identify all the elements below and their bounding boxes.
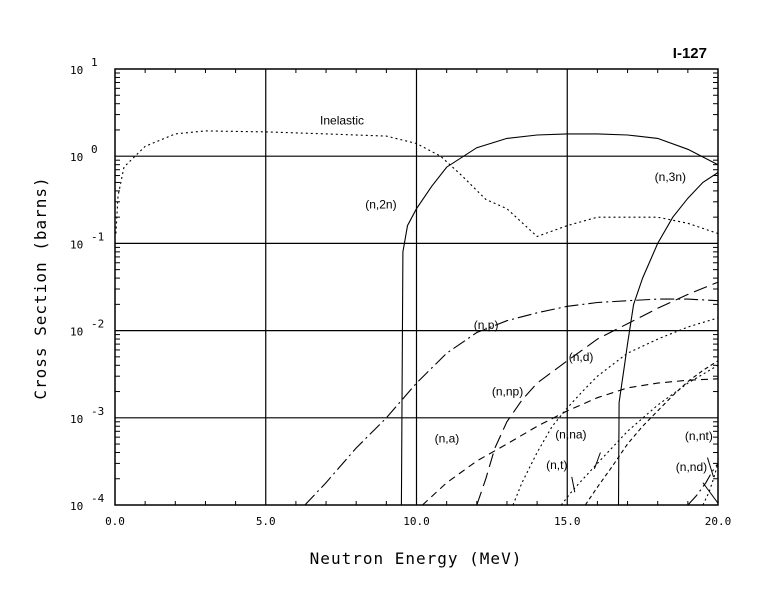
series-line-n-nd: [687, 463, 719, 506]
y-tick-exponent: -3: [91, 405, 104, 418]
series-line-n-3n: [617, 172, 719, 506]
grid: [115, 69, 718, 505]
y-tick-label: 10: [70, 326, 83, 339]
curve-label: (n,na): [555, 427, 586, 441]
label-leader-line: [593, 452, 601, 469]
y-axis-label: Cross Section (barns): [31, 176, 50, 399]
x-tick-label: 20.0: [705, 515, 732, 528]
curve-label: (n,3n): [655, 170, 686, 184]
y-tick-label: 10: [70, 64, 83, 77]
series-line-inelastic: [115, 130, 719, 238]
curve-label: (n,p): [474, 318, 499, 332]
curve-label: (n,a): [435, 432, 460, 446]
series-line-n-2n: [400, 133, 719, 506]
y-tick-label: 10: [70, 238, 83, 251]
label-leader-line: [571, 476, 576, 493]
x-tick-label: 15.0: [554, 515, 581, 528]
curve-label: (n,nt): [685, 429, 713, 443]
curve-label: Inelastic: [320, 114, 364, 128]
curve-label: (n,nd): [676, 460, 707, 474]
y-tick-labels: 10 -4 10 -3 10 -2 10 -1 10 0 10 1: [70, 56, 105, 513]
y-tick-label: 10: [70, 151, 83, 164]
curve-label: (n,d): [569, 350, 594, 364]
curve-labels: Inelastic (n,2n) (n,3n) (n,p) (n,np) (n,d) (n,…: [320, 114, 713, 474]
series-line-n-p: [304, 298, 719, 506]
chart-title: I-127: [673, 45, 707, 62]
y-tick-label: 10: [70, 500, 83, 513]
label-leader-line: [706, 457, 714, 478]
series-line-n-np: [476, 281, 719, 506]
x-tick-label: 0.0: [105, 515, 125, 528]
x-tick-label: 5.0: [256, 515, 276, 528]
y-tick-label: 10: [70, 413, 83, 426]
curve-label: (n,np): [492, 385, 523, 399]
curve-label: (n,t): [546, 458, 567, 472]
y-tick-exponent: -2: [91, 318, 104, 331]
series-group: [115, 130, 719, 506]
x-tick-labels: 0.0 5.0 10.0 15.0 20.0: [105, 515, 731, 528]
series-line-n-nt: [702, 463, 719, 506]
series-line-n-a: [422, 378, 719, 506]
label-leader-line: [702, 482, 719, 504]
series-line-n-t: [560, 364, 719, 506]
series-line-n-d: [512, 317, 719, 506]
y-tick-exponent: -1: [91, 230, 104, 243]
x-tick-label: 10.0: [403, 515, 430, 528]
y-tick-exponent: 1: [91, 56, 98, 69]
curve-label: (n,2n): [365, 198, 396, 212]
x-axis-label: Neutron Energy (MeV): [310, 549, 523, 568]
y-tick-exponent: 0: [91, 143, 98, 156]
plot-frame: [114, 68, 719, 506]
series-line-n-na: [584, 360, 719, 506]
y-tick-exponent: -4: [91, 492, 105, 505]
